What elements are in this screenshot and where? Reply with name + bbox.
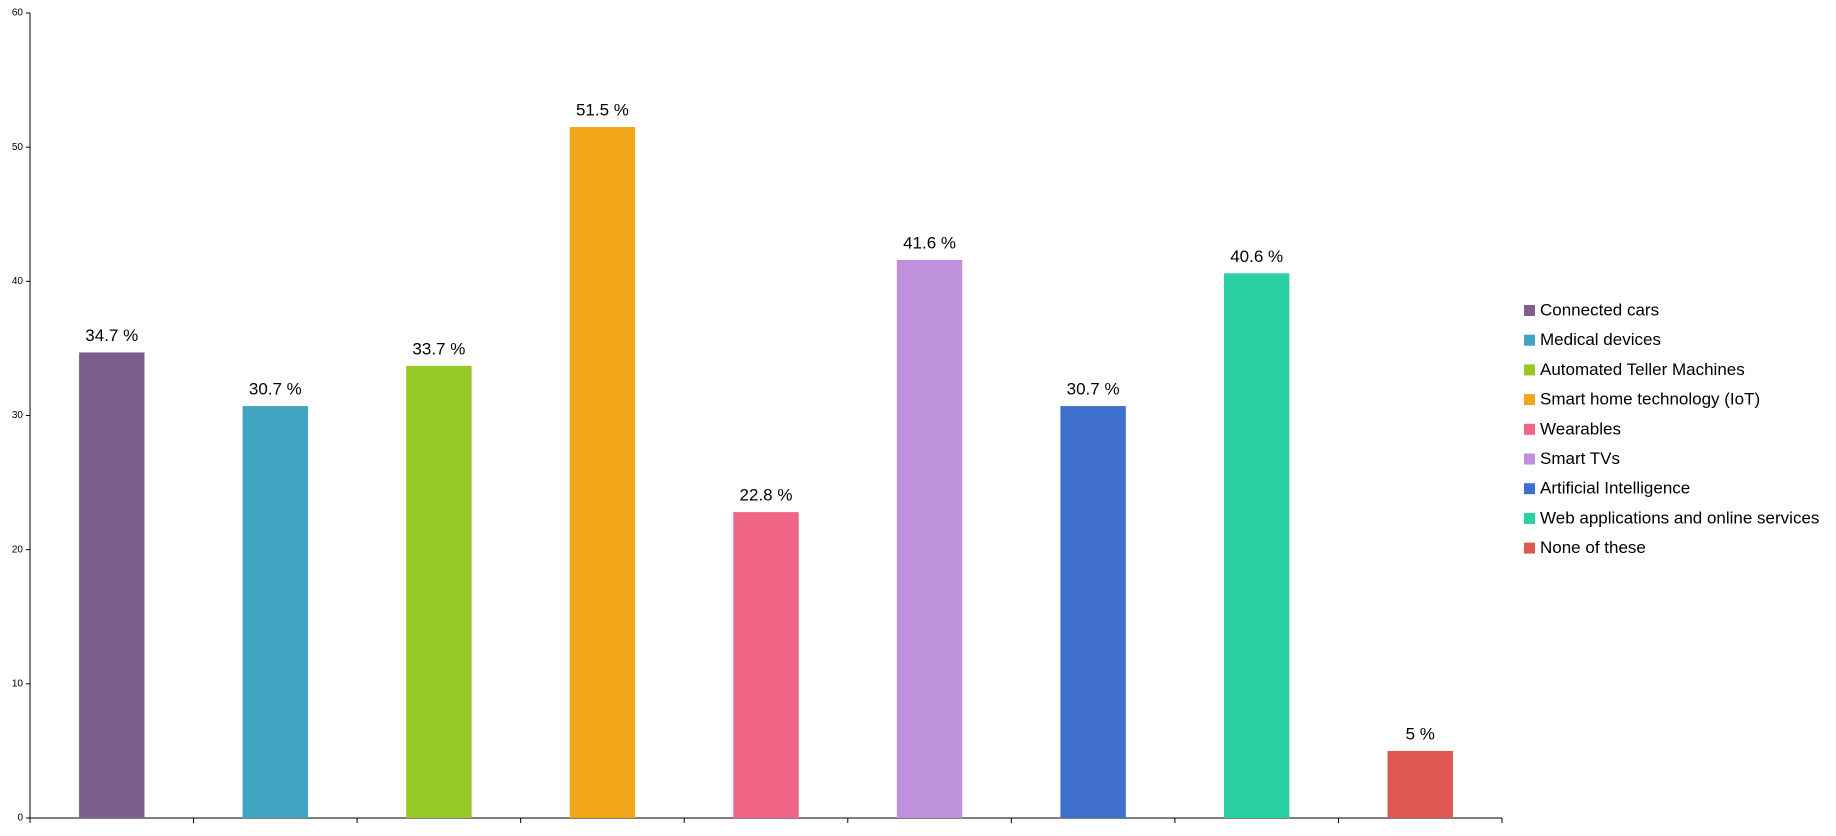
- legend-swatch: [1524, 453, 1535, 465]
- legend-label: Artificial Intelligence: [1540, 479, 1690, 498]
- bar: [1223, 273, 1290, 818]
- value-label: 41.6 %: [903, 233, 956, 252]
- legend-label: None of these: [1540, 538, 1646, 557]
- y-tick-label: 20: [12, 544, 24, 555]
- value-label: 30.7 %: [249, 380, 302, 399]
- y-tick-label: 30: [12, 410, 24, 421]
- y-tick-label: 0: [17, 813, 23, 824]
- bar: [896, 259, 963, 818]
- bar: [1060, 406, 1126, 818]
- legend-swatch: [1524, 334, 1535, 346]
- bar: [79, 352, 145, 818]
- bar: [733, 512, 799, 818]
- bar: [242, 406, 309, 818]
- legend-label: Wearables: [1540, 419, 1621, 438]
- bar: [406, 365, 472, 818]
- legend-label: Smart home technology (IoT): [1540, 390, 1760, 409]
- value-label: 40.6 %: [1230, 247, 1283, 266]
- legend-label: Smart TVs: [1540, 449, 1620, 468]
- value-label: 5 %: [1406, 724, 1435, 743]
- legend-label: Web applications and online services: [1540, 508, 1819, 527]
- y-tick-label: 10: [12, 678, 24, 689]
- value-label: 30.7 %: [1067, 380, 1120, 399]
- legend-swatch: [1524, 512, 1535, 524]
- legend-swatch: [1524, 542, 1535, 554]
- legend-label: Medical devices: [1540, 330, 1661, 349]
- value-label: 34.7 %: [85, 326, 138, 345]
- value-label: 22.8 %: [740, 486, 793, 505]
- legend-swatch: [1524, 423, 1535, 435]
- bar: [1387, 750, 1453, 818]
- legend-swatch: [1524, 394, 1535, 406]
- legend-swatch: [1524, 305, 1535, 316]
- bar: [569, 127, 636, 818]
- y-tick-label: 50: [12, 142, 24, 153]
- y-tick-label: 40: [12, 276, 24, 287]
- legend-label: Automated Teller Machines: [1540, 360, 1745, 379]
- legend-swatch: [1524, 364, 1535, 376]
- value-label: 51.5 %: [576, 101, 629, 120]
- value-label: 33.7 %: [412, 339, 465, 358]
- legend-label: Connected cars: [1540, 300, 1659, 319]
- y-tick-label: 60: [12, 8, 24, 19]
- legend-swatch: [1524, 483, 1535, 495]
